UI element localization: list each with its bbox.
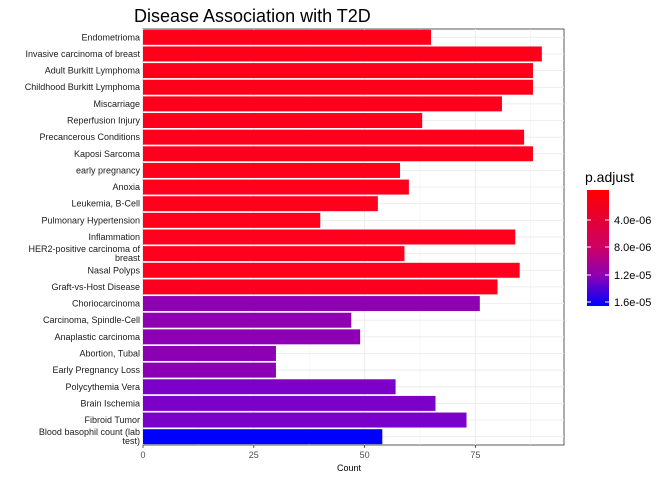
category-label: Abortion, Tubal (79, 348, 140, 358)
category-label: Anaplastic carcinoma (54, 332, 140, 342)
bar (143, 113, 423, 129)
legend-label: 8.0e-06 (614, 242, 651, 254)
category-label: Blood basophil count (lab test) (39, 427, 140, 446)
category-label: Polycythemia Vera (65, 382, 140, 392)
category-label: Endometrioma (81, 32, 140, 42)
bar (143, 162, 401, 178)
legend-colorbar (587, 190, 609, 306)
category-label: HER2-positive carcinoma of breast (28, 244, 140, 263)
category-label: Brain Ischemia (80, 398, 140, 408)
bar (143, 146, 533, 162)
category-label: Nasal Polyps (87, 265, 140, 275)
bar (143, 129, 525, 145)
bar (143, 262, 520, 278)
x-axis-title: Count (337, 463, 362, 473)
category-label: Early Pregnancy Loss (52, 365, 140, 375)
bar (143, 379, 396, 395)
category-label: Invasive carcinoma of breast (25, 49, 140, 59)
x-tick-label: 25 (249, 450, 259, 460)
category-label: Fibroid Tumor (84, 415, 140, 425)
bar (143, 196, 378, 212)
x-tick-label: 0 (140, 450, 145, 460)
bar (143, 429, 383, 445)
category-label: Miscarriage (93, 99, 140, 109)
bar (143, 395, 436, 411)
x-tick-label: 75 (470, 450, 480, 460)
bar (143, 96, 502, 112)
chart-title: Disease Association with T2D (134, 6, 371, 26)
category-label: Choriocarcinoma (72, 299, 140, 309)
category-label: Reperfusion Injury (67, 116, 141, 126)
legend-ticks: 4.0e-06 8.0e-06 1.2e-05 1.6e-05 (587, 215, 651, 309)
legend-label: 1.6e-05 (614, 297, 651, 309)
category-label: Kaposi Sarcoma (74, 149, 140, 159)
legend-label: 4.0e-06 (614, 215, 651, 227)
bar (143, 296, 480, 312)
bar (143, 46, 542, 62)
category-label: Childhood Burkitt Lymphoma (25, 82, 140, 92)
bar (143, 179, 409, 195)
category-label: Inflammation (88, 232, 140, 242)
category-label: Precancerous Conditions (39, 132, 140, 142)
bar (143, 412, 467, 428)
legend: p.adjust 4.0e-06 8.0e-06 1.2e-05 1.6e-05 (585, 169, 651, 309)
bars (143, 29, 542, 445)
bar (143, 329, 361, 345)
bar (143, 29, 432, 45)
category-label: early pregnancy (76, 165, 141, 175)
bar (143, 246, 405, 262)
category-label: Pulmonary Hypertension (41, 215, 140, 225)
category-label: Graft-vs-Host Disease (51, 282, 140, 292)
category-label: Carcinoma, Spindle-Cell (43, 315, 140, 325)
bar (143, 63, 533, 79)
legend-label: 1.2e-05 (614, 270, 651, 282)
category-label: Anoxia (112, 182, 140, 192)
category-label: Leukemia, B-Cell (71, 199, 140, 209)
bar (143, 279, 498, 295)
bar (143, 312, 352, 328)
x-tick-label: 50 (360, 450, 370, 460)
category-labels: Endometrioma Invasive carcinoma of breast… (25, 32, 141, 446)
bar (143, 345, 276, 361)
bar (143, 212, 321, 228)
x-axis-ticks: 0 25 50 75 (140, 445, 480, 460)
category-label: Adult Burkitt Lymphoma (45, 66, 140, 76)
bar (143, 79, 533, 95)
legend-title: p.adjust (585, 169, 634, 185)
bar (143, 229, 516, 245)
bar (143, 362, 276, 378)
